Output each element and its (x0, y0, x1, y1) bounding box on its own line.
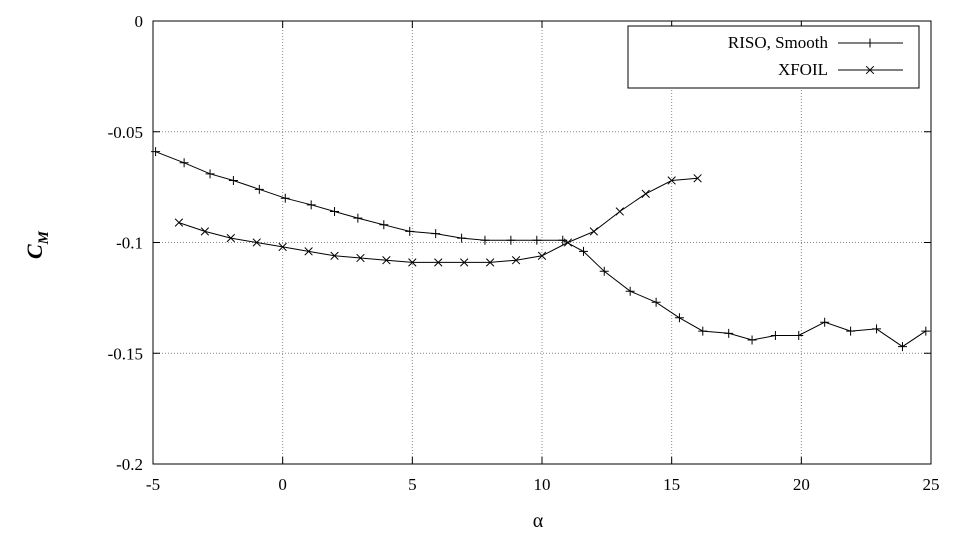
y-tick-label: 0 (135, 12, 144, 31)
data-point-riso-smooth (651, 297, 661, 307)
series (151, 147, 931, 352)
data-point-riso-smooth (921, 326, 931, 336)
x-tick-label: -5 (146, 475, 160, 494)
data-point-riso-smooth (599, 266, 609, 276)
data-point-riso-smooth (770, 331, 780, 341)
data-point-riso-smooth (480, 235, 490, 245)
data-point-riso-smooth (820, 317, 830, 327)
legend-marker-xfoil (865, 65, 875, 75)
data-point-riso-smooth (280, 193, 290, 203)
data-point-riso-smooth (306, 200, 316, 210)
legend-label-riso: RISO, Smooth (728, 33, 829, 52)
legend-marker-riso-smooth (865, 38, 875, 48)
data-point-xfoil (408, 258, 417, 267)
x-tick-label: 10 (534, 475, 551, 494)
series-line-riso-smooth (155, 151, 927, 348)
data-point-xfoil (615, 207, 624, 216)
data-point-xfoil (589, 227, 599, 236)
data-point-xfoil (174, 218, 184, 227)
x-tick-label: 0 (278, 475, 287, 494)
data-point-riso-smooth (724, 328, 734, 338)
data-point-xfoil (485, 258, 495, 267)
y-tick-label: -0.05 (108, 123, 143, 142)
data-point-riso-smooth (405, 226, 415, 236)
data-point-riso-smooth (674, 313, 684, 323)
data-point-xfoil (226, 233, 235, 243)
data-point-riso-smooth (431, 229, 441, 239)
series-riso-smooth (151, 147, 931, 352)
data-point-riso-smooth (179, 158, 189, 168)
x-tick-label: 25 (923, 475, 940, 494)
data-point-riso-smooth (353, 213, 363, 223)
data-point-xfoil (330, 251, 339, 260)
legend-label-xfoil: XFOIL (778, 60, 828, 79)
y-tick-label: -0.15 (108, 344, 143, 363)
legend: RISO, Smooth XFOIL (627, 25, 920, 89)
data-point-riso-smooth (151, 147, 161, 157)
data-point-riso-smooth (330, 206, 340, 216)
data-point-riso-smooth (506, 235, 516, 245)
data-point-riso-smooth (205, 169, 215, 179)
data-point-riso-smooth (379, 220, 389, 230)
axis-ticks: -5 0 5 10 15 20 25 0 -0.05 -0.1 -0.15 -0.2 (108, 12, 940, 494)
y-axis-label: CM (22, 230, 52, 259)
data-point-riso-smooth (457, 233, 467, 243)
data-point-xfoil (641, 189, 650, 198)
data-point-xfoil (563, 238, 573, 247)
data-point-riso-smooth (578, 246, 588, 256)
data-point-xfoil (460, 258, 469, 267)
data-point-xfoil (434, 258, 443, 267)
x-axis-label: α (533, 510, 544, 532)
data-point-xfoil (511, 256, 521, 265)
x-tick-label: 20 (793, 475, 810, 494)
grid (153, 21, 931, 464)
series-xfoil (174, 174, 702, 267)
data-point-xfoil (356, 253, 365, 263)
series-line-xfoil (178, 177, 698, 263)
data-point-xfoil (252, 238, 261, 247)
data-point-riso-smooth (625, 286, 635, 296)
data-point-xfoil (693, 174, 702, 183)
legend-box (627, 25, 920, 89)
x-tick-label: 15 (663, 475, 680, 494)
data-point-riso-smooth (897, 342, 907, 352)
data-point-xfoil (200, 227, 210, 236)
data-point-xfoil (278, 242, 287, 252)
data-point-riso-smooth (254, 184, 264, 194)
data-point-xfoil (382, 256, 391, 265)
data-point-riso-smooth (872, 324, 882, 334)
x-tick-label: 5 (408, 475, 417, 494)
data-point-riso-smooth (794, 331, 804, 341)
data-point-xfoil (537, 251, 547, 260)
data-point-riso-smooth (532, 235, 542, 245)
data-point-riso-smooth (698, 326, 708, 336)
y-tick-label: -0.1 (116, 234, 143, 253)
y-axis-label-subscript: M (36, 230, 52, 245)
legend-samples (838, 38, 903, 75)
y-tick-label: -0.2 (116, 455, 143, 474)
data-point-xfoil (667, 176, 676, 185)
y-axis-label-main: C (22, 244, 47, 259)
data-point-xfoil (304, 247, 313, 256)
data-point-riso-smooth (747, 335, 757, 345)
data-point-riso-smooth (846, 326, 856, 336)
data-point-riso-smooth (228, 175, 238, 185)
